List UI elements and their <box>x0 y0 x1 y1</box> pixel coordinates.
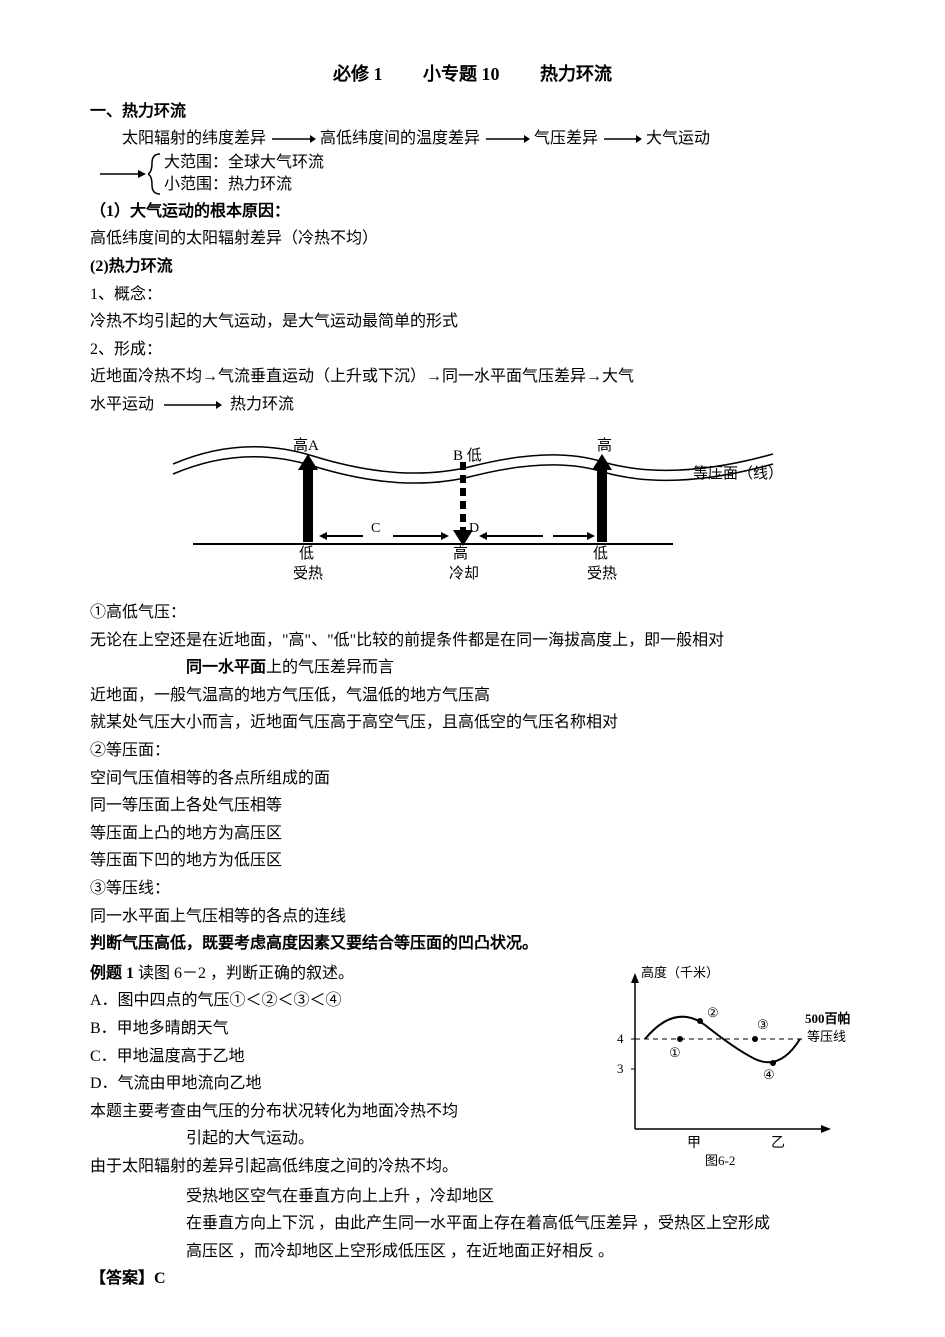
d1-botL: 低 <box>299 545 314 562</box>
d1-topR: 高 <box>597 437 612 454</box>
exp-2a: 无论在上空还是在近地面，"高"、"低"比较的前提条件都是在同一海拔高度上，即一般… <box>90 632 724 649</box>
concept-body: 冷热不均引起的大气运动，是大气运动最简单的形式 <box>90 309 855 335</box>
flow-node-3: 气压差异 <box>534 126 598 152</box>
exp-6: 空间气压值相等的各点所组成的面 <box>90 766 855 792</box>
example-body2: 由于太阳辐射的差异引起高低纬度之间的冷热不均。 <box>90 1154 585 1180</box>
cause-label: （1）大气运动的根本原因： <box>90 199 855 225</box>
exp-9: 等压面下凹的地方为低压区 <box>90 848 855 874</box>
d1-cool: 冷却 <box>449 565 479 582</box>
exp-1: ①高低气压： <box>90 600 855 626</box>
fig-iso: 等压线 <box>807 1029 846 1044</box>
exp-2c: 上的气压差异而言 <box>266 659 394 676</box>
example-answer: 【答案】C <box>90 1266 855 1292</box>
opt-d: D．气流由甲地流向乙地 <box>90 1071 585 1097</box>
section1-heading: 一、热力环流 <box>90 99 855 125</box>
d1-D: D <box>469 521 479 536</box>
exp-12: 判断气压高低，既要考虑高度因素又要结合等压面的凹凸状况。 <box>90 931 855 957</box>
example-title: 例题 1 读图 6－2 ，判断正确的叙述。 <box>90 961 585 987</box>
fig-caption: 图6-2 <box>705 1153 735 1168</box>
fig-p2: ② <box>707 1005 719 1020</box>
d1-botM: 高 <box>453 545 468 562</box>
d1-botR: 低 <box>593 545 608 562</box>
arrow-icon <box>602 133 642 145</box>
form-body-2a: 水平运动 <box>90 396 154 413</box>
cause-body: 高低纬度间的太阳辐射差异（冷热不均） <box>90 226 855 252</box>
opt-c: C．甲地温度高于乙地 <box>90 1044 585 1070</box>
page-title: 必修 1 小专题 10 热力环流 <box>90 60 855 89</box>
example-body4: 在垂直方向上下沉 ，由此产生同一水平面上存在着高低气压差异 ，受热区上空形成 <box>90 1211 855 1237</box>
d1-topA: 高A <box>293 437 319 454</box>
concept-label: 1、概念： <box>90 282 855 308</box>
opt-a: A．图中四点的气压①＜②＜③＜④ <box>90 988 585 1014</box>
d1-C: C <box>371 521 380 536</box>
form-label: 2、形成： <box>90 337 855 363</box>
exp-2b: 同一水平面 <box>186 659 266 676</box>
fig-p1: ① <box>669 1045 681 1060</box>
form-body-2b: 热力环流 <box>230 396 294 413</box>
fig-yi: 乙 <box>771 1135 785 1151</box>
d1-heatR: 受热 <box>587 565 617 582</box>
exp-4: 就某处气压大小而言，近地面气压高于高空气压，且高低空的气压名称相对 <box>90 710 855 736</box>
exp-7: 同一等压面上各处气压相等 <box>90 793 855 819</box>
fig-y3: 3 <box>617 1061 624 1076</box>
return-arrow-icon <box>90 152 148 196</box>
exp-3: 近地面，一般气温高的地方气压低，气温低的地方气压高 <box>90 683 855 709</box>
fig-ylabel: 高度（千米） <box>641 965 719 980</box>
fig-jia: 甲 <box>687 1136 701 1151</box>
exp-2: 无论在上空还是在近地面，"高"、"低"比较的前提条件都是在同一海拔高度上，即一般… <box>90 628 855 654</box>
brace-line-2: 小范围：热力环流 <box>164 174 324 196</box>
exp-10: ③等压线： <box>90 876 855 902</box>
exp-11: 同一水平面上气压相等的各点的连线 <box>90 904 855 930</box>
opt-b: B．甲地多晴朗天气 <box>90 1016 585 1042</box>
flow-node-4: 大气运动 <box>646 126 710 152</box>
exp-2-line2: 同一水平面上的气压差异而言 <box>90 655 855 681</box>
form-body-2: 水平运动 热力环流 <box>90 392 855 418</box>
example-body3: 受热地区空气在垂直方向上上升 ，冷却地区 <box>90 1184 855 1210</box>
example-title-a: 例题 1 <box>90 965 134 982</box>
arrow-icon <box>484 133 530 145</box>
form-body-1: 近地面冷热不均→气流垂直运动（上升或下沉）→同一水平面气压差异→大气 <box>90 364 855 390</box>
fig-p4: ④ <box>763 1067 775 1082</box>
example-title-b: 读图 6－2 ，判断正确的叙述。 <box>138 965 354 982</box>
title-part1: 必修 1 <box>333 64 383 84</box>
title-part2: 小专题 10 <box>423 64 500 84</box>
flow-node-1: 太阳辐射的纬度差异 <box>122 126 266 152</box>
exp-5: ②等压面： <box>90 738 855 764</box>
fig-y4: 4 <box>617 1031 624 1046</box>
brace-icon <box>148 152 164 196</box>
brace-block: 大范围：全球大气环流 小范围：热力环流 <box>90 152 855 197</box>
example-body1: 本题主要考查由气压的分布状况转化为地面冷热不均 <box>90 1099 585 1125</box>
exp-8: 等压面上凸的地方为高压区 <box>90 821 855 847</box>
example-body5: 高压区 ，而冷却地区上空形成低压区 ，在近地面正好相反 。 <box>90 1239 855 1265</box>
figure-6-2: 高度（千米） 3 4 500百帕 等压线 ① ② ③ ④ 甲 乙 <box>595 959 855 1178</box>
thermal-circulation-diagram: 高A B 低 高 等压面（线） C D 低 高 低 受热 冷却 受热 <box>90 426 855 595</box>
d1-isobar: 等压面（线） <box>693 464 783 482</box>
brace-line-1: 大范围：全球大气环流 <box>164 152 324 174</box>
arrow-icon <box>270 133 316 145</box>
fig-p3: ③ <box>757 1017 769 1032</box>
thermo-label: (2)热力环流 <box>90 254 855 280</box>
flow-node-2: 高低纬度间的温度差异 <box>320 126 480 152</box>
example-body1b: 引起的大气运动。 <box>90 1126 585 1152</box>
causal-flow: 太阳辐射的纬度差异 高低纬度间的温度差异 气压差异 大气运动 <box>122 126 855 152</box>
example-block: 例题 1 读图 6－2 ，判断正确的叙述。 A．图中四点的气压①＜②＜③＜④ B… <box>90 959 855 1182</box>
arrow-icon <box>162 399 222 411</box>
title-part3: 热力环流 <box>540 64 612 84</box>
fig-hpa: 500百帕 <box>805 1011 851 1026</box>
d1-topB: B 低 <box>453 447 482 464</box>
d1-heatL: 受热 <box>293 565 323 582</box>
